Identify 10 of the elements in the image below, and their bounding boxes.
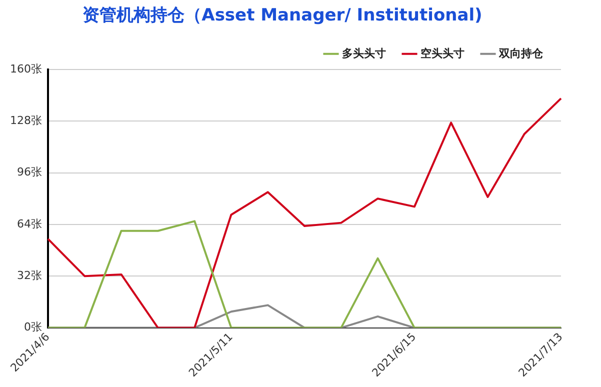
y-tick-label: 0张 [24, 320, 42, 334]
y-tick-label: 96张 [16, 166, 42, 179]
chart-title: 资管机构持仓（Asset Manager/ Institutional) [82, 6, 482, 26]
y-tick-label: 64张 [16, 217, 42, 230]
legend-label: 空头头寸 [420, 46, 464, 60]
y-tick-label: 160张 [10, 62, 42, 76]
y-tick-label: 128张 [10, 114, 42, 127]
legend-label: 双向持仓 [498, 46, 544, 60]
y-tick-label: 32张 [16, 268, 42, 282]
legend-label: 多头头寸 [342, 46, 386, 60]
